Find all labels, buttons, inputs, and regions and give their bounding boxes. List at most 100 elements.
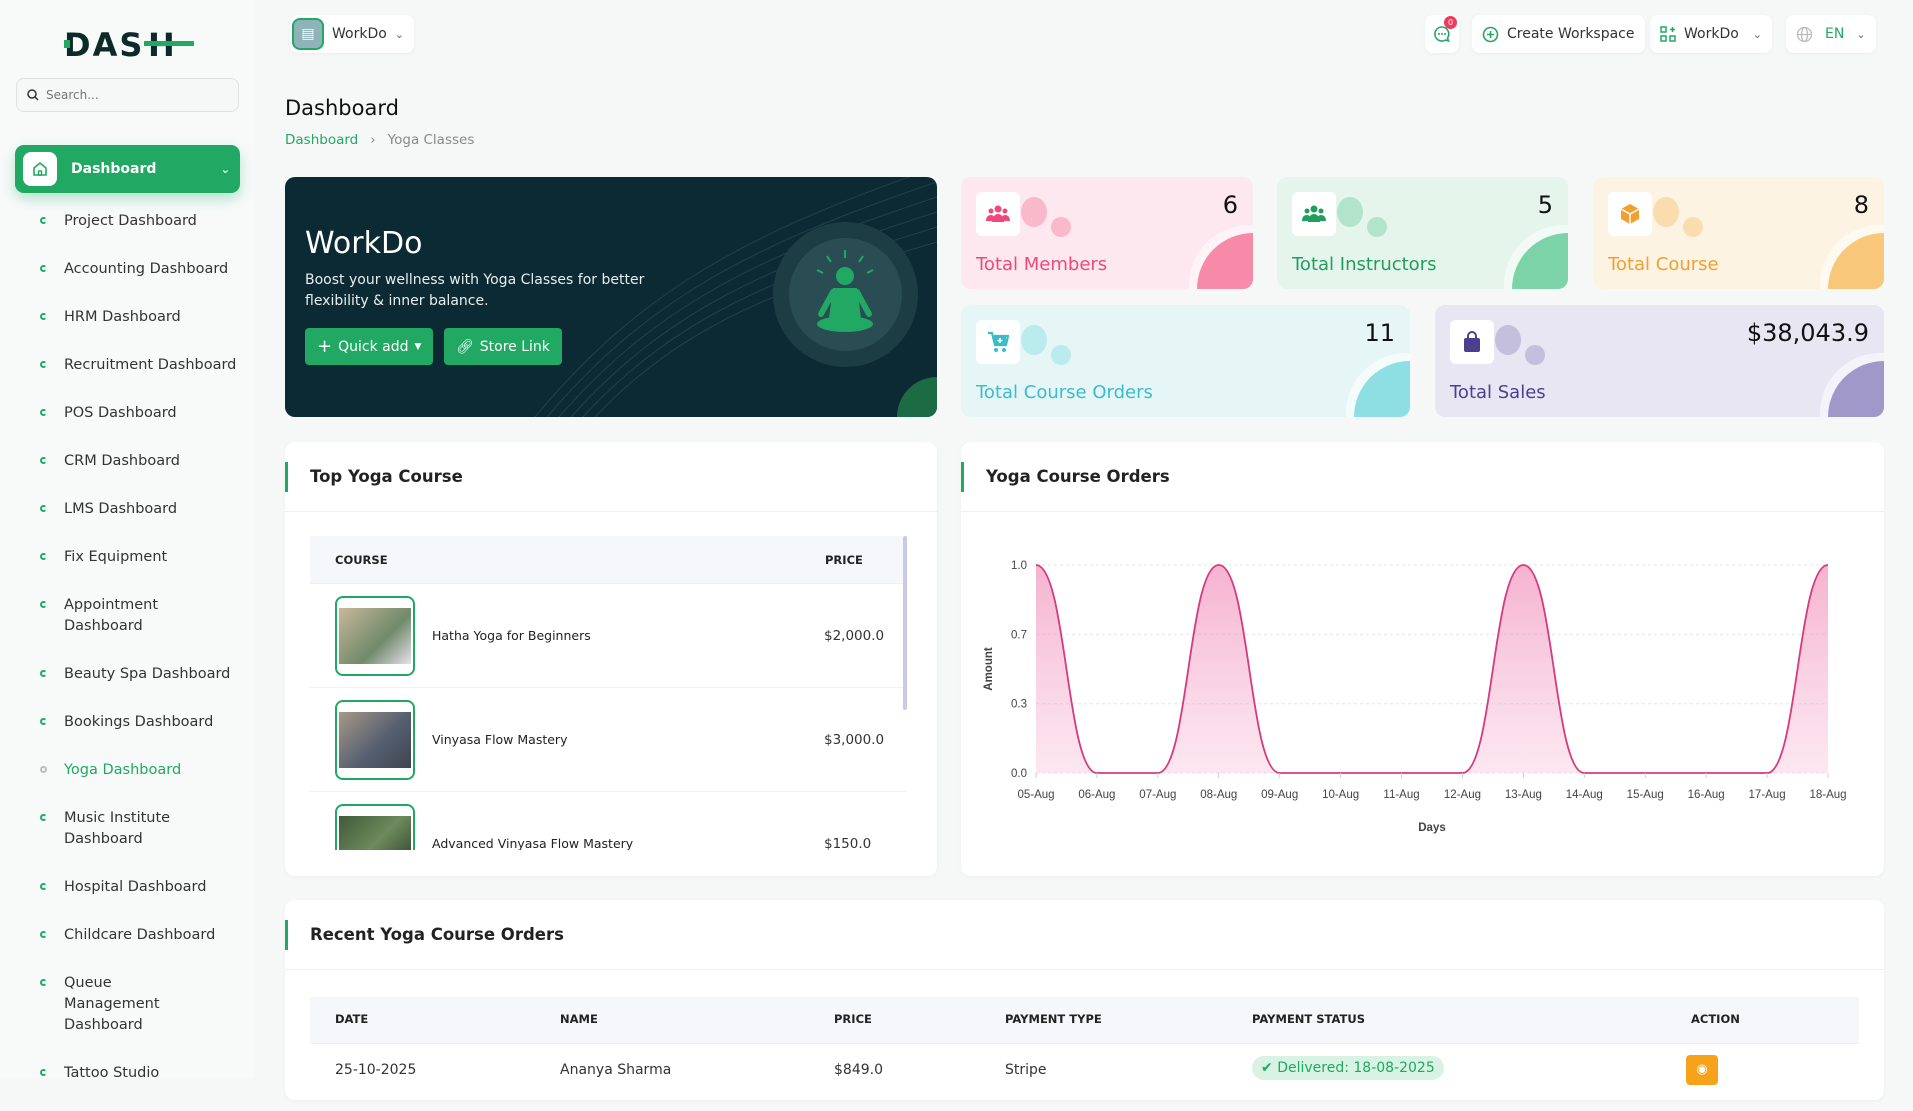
table-header: Course Price	[310, 536, 907, 584]
sidebar-item-accounting-dashboard[interactable]: Accounting Dashboard	[40, 259, 245, 307]
sidebar-item-label: Fix Equipment	[64, 549, 168, 565]
banner-lines-decoration	[534, 177, 937, 417]
breadcrumb-link[interactable]: Dashboard	[285, 132, 359, 148]
stat-card-total-course: 8 Total Course	[1593, 177, 1884, 289]
status-badge: ✔ Delivered: 18-08-2025	[1252, 1056, 1444, 1080]
stat-value: 8	[1853, 191, 1869, 219]
bullet-icon	[40, 217, 47, 224]
column-header: Name	[560, 1012, 598, 1026]
scrollbar[interactable]	[903, 536, 907, 710]
x-tick-label: 09-Aug	[1261, 789, 1298, 801]
globe-icon	[1796, 26, 1813, 42]
bullet-icon	[40, 1069, 47, 1076]
language-selector[interactable]: EN ⌄	[1786, 15, 1876, 53]
sidebar-submenu: Project Dashboard Accounting Dashboard HRM…	[40, 211, 245, 1111]
stat-label: Total Course	[1608, 254, 1719, 275]
workspace-logo: ▤	[292, 18, 324, 50]
x-tick-label: 07-Aug	[1139, 789, 1176, 801]
x-tick-label: 12-Aug	[1444, 789, 1481, 801]
sidebar-item-appointment-dashboard[interactable]: Appointment Dashboard	[40, 595, 245, 664]
sidebar-item-lms-dashboard[interactable]: LMS Dashboard	[40, 499, 245, 547]
course-thumbnail	[335, 699, 415, 780]
x-tick-label: 10-Aug	[1322, 789, 1359, 801]
page-title: Dashboard	[285, 96, 399, 120]
search-icon	[27, 89, 39, 101]
series-line	[1035, 564, 1829, 774]
x-tick-label: 18-Aug	[1809, 789, 1846, 801]
stat-value: 6	[1222, 191, 1238, 219]
course-price: $2,000.0	[824, 627, 885, 644]
y-tick-label: 0.3	[1011, 699, 1027, 711]
sidebar-item-hrm-dashboard[interactable]: HRM Dashboard	[40, 307, 245, 355]
bullet-icon	[40, 553, 47, 560]
x-tick-label: 14-Aug	[1566, 789, 1603, 801]
bullet-icon	[40, 718, 47, 725]
y-tick-label: 1.0	[1011, 560, 1027, 572]
stat-value: $38,043.9	[1746, 319, 1869, 347]
x-tick-label: 16-Aug	[1688, 789, 1725, 801]
x-tick-label: 05-Aug	[1017, 789, 1054, 801]
sidebar-item-pos-dashboard[interactable]: POS Dashboard	[40, 403, 245, 451]
create-workspace-button[interactable]: Create Workspace	[1472, 15, 1645, 53]
plus-icon: +	[317, 336, 333, 357]
sidebar-item-bookings-dashboard[interactable]: Bookings Dashboard	[40, 712, 245, 760]
sidebar-item-dashboard[interactable]: Dashboard ⌄	[15, 145, 240, 193]
bullet-icon	[40, 979, 47, 986]
y-tick-label: 0.7	[1011, 629, 1027, 641]
cell-date: 25-10-2025	[335, 1062, 417, 1078]
sidebar-item-childcare-dashboard[interactable]: Childcare Dashboard	[40, 925, 245, 973]
sidebar-item-tattoo-studio[interactable]: Tattoo Studio	[40, 1063, 245, 1111]
quick-add-button[interactable]: + Quick add ▼	[305, 328, 434, 365]
stat-label: Total Instructors	[1292, 254, 1437, 275]
sidebar-item-hospital-dashboard[interactable]: Hospital Dashboard	[40, 877, 245, 925]
bullet-icon	[40, 457, 47, 464]
check-icon: ✔	[1261, 1060, 1278, 1076]
stat-label: Total Sales	[1450, 382, 1546, 403]
chevron-right-icon: ›	[370, 132, 376, 148]
cart-icon	[976, 320, 1020, 364]
breadcrumb-current: Yoga Classes	[387, 132, 475, 148]
stat-card-total-sales: $38,043.9 Total Sales	[1435, 305, 1884, 417]
bullet-icon	[40, 313, 47, 320]
workspace-menu[interactable]: WorkDo ⌄	[1650, 15, 1773, 53]
sidebar-item-crm-dashboard[interactable]: CRM Dashboard	[40, 451, 245, 499]
sidebar-item-recruitment-dashboard[interactable]: Recruitment Dashboard	[40, 355, 245, 403]
search-input[interactable]	[46, 88, 226, 102]
x-tick-label: 17-Aug	[1749, 789, 1786, 801]
sidebar-item-project-dashboard[interactable]: Project Dashboard	[40, 211, 245, 259]
sidebar-item-label: POS Dashboard	[64, 405, 177, 421]
top-yoga-course-card: Top Yoga Course Course Price Hatha Yoga …	[285, 442, 937, 876]
sidebar-item-label: Project Dashboard	[64, 213, 197, 229]
bullet-icon	[40, 601, 47, 608]
sidebar-item-label: Hospital Dashboard	[64, 879, 207, 895]
column-price: Price	[825, 552, 863, 567]
orders-chart: 0.0 0.3 0.7 1.0 05-Aug 06-Aug 07-Aug 08-Aug 09-A…	[983, 560, 1847, 834]
column-course: Course	[335, 552, 388, 567]
messages-button[interactable]: 0	[1425, 15, 1459, 53]
x-tick-label: 06-Aug	[1078, 789, 1115, 801]
yoga-course-orders-card: Yoga Course Orders 0.0 0.3 0.7 1.0 05-Aug 06-…	[961, 442, 1884, 876]
course-thumbnail	[335, 595, 415, 676]
sidebar-search[interactable]	[16, 78, 239, 112]
sidebar-item-label: Childcare Dashboard	[64, 927, 216, 943]
bullet-icon	[40, 265, 47, 272]
store-link-button[interactable]: 🔗︎ Store Link	[444, 328, 562, 365]
sidebar-item-label: CRM Dashboard	[64, 453, 180, 469]
chat-icon	[1434, 26, 1450, 43]
workspace-switcher[interactable]: ▤ WorkDo ⌄	[290, 15, 415, 53]
corner-decoration	[1197, 233, 1253, 289]
table-row: Vinyasa Flow Mastery $3,000.0	[310, 688, 907, 792]
cell-price: $849.0	[834, 1062, 883, 1078]
sidebar-item-label: Bookings Dashboard	[64, 714, 214, 730]
sidebar-item-beauty-spa-dashboard[interactable]: Beauty Spa Dashboard	[40, 664, 245, 712]
sidebar-item-queue-management-dashboard[interactable]: Queue Management Dashboard	[40, 973, 245, 1063]
corner-decoration	[1512, 233, 1568, 289]
sidebar-item-music-institute-dashboard[interactable]: Music Institute Dashboard	[40, 808, 245, 877]
view-button[interactable]: ◉	[1686, 1055, 1718, 1085]
recent-orders-card: Recent Yoga Course Orders Date Name Price P…	[285, 900, 1884, 1100]
welcome-banner: WorkDo Boost your wellness with Yoga Cla…	[285, 177, 937, 417]
sidebar-item-yoga-dashboard[interactable]: Yoga Dashboard	[40, 760, 245, 808]
sidebar-item-fix-equipment[interactable]: Fix Equipment	[40, 547, 245, 595]
sidebar-item-label: HRM Dashboard	[64, 309, 181, 325]
users-icon	[976, 192, 1020, 236]
